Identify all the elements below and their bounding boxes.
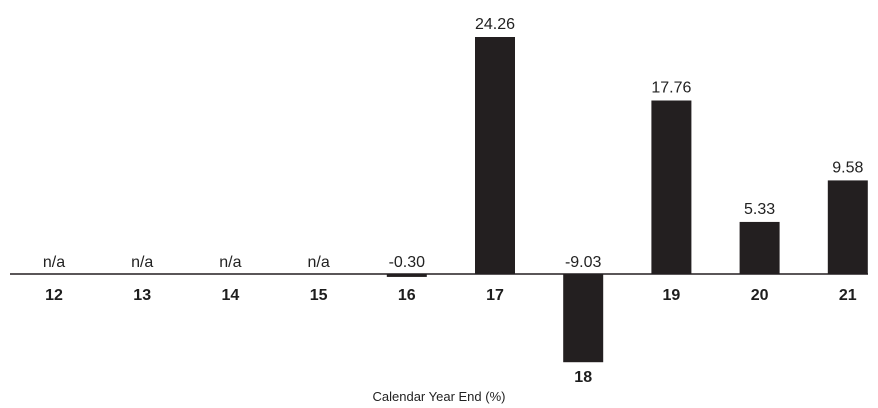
value-label-15: n/a xyxy=(307,254,329,271)
labels-layer: n/a 12 n/a 13 n/a 14 n/a 15 -0.30 16 24.26 17 -9.03 1… xyxy=(43,16,864,386)
x-tick-13: 13 xyxy=(133,287,151,304)
bar-16 xyxy=(386,274,427,277)
bar-19 xyxy=(651,100,692,274)
value-label-17: 24.26 xyxy=(475,16,515,33)
value-label-21: 9.58 xyxy=(832,159,863,176)
x-tick-12: 12 xyxy=(45,287,63,304)
x-tick-17: 17 xyxy=(486,287,504,304)
x-tick-15: 15 xyxy=(310,287,328,304)
x-axis-title: Calendar Year End (%) xyxy=(373,389,506,404)
value-label-14: n/a xyxy=(219,254,241,271)
bar-17 xyxy=(475,37,515,274)
bars-layer xyxy=(386,37,868,363)
x-tick-20: 20 xyxy=(751,287,769,304)
value-label-12: n/a xyxy=(43,254,65,271)
x-tick-14: 14 xyxy=(222,287,240,304)
bar-21 xyxy=(827,180,868,274)
bar-20 xyxy=(739,221,780,274)
x-tick-18: 18 xyxy=(574,369,592,386)
bar-18 xyxy=(563,274,604,363)
value-label-19: 17.76 xyxy=(651,79,691,96)
value-label-13: n/a xyxy=(131,254,153,271)
x-tick-16: 16 xyxy=(398,287,416,304)
x-tick-21: 21 xyxy=(839,287,857,304)
value-label-20: 5.33 xyxy=(744,201,775,218)
value-label-16: -0.30 xyxy=(389,254,426,271)
value-label-18: -9.03 xyxy=(565,254,602,271)
x-tick-19: 19 xyxy=(663,287,681,304)
